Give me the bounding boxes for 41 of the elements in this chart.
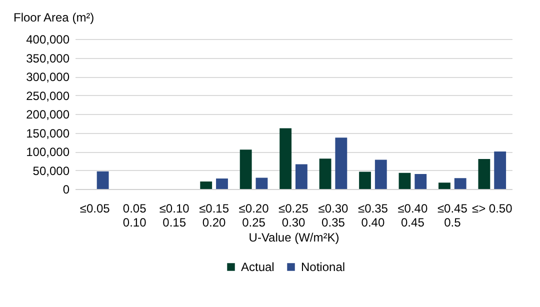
bar xyxy=(359,172,371,189)
y-tick-label: 50,000 xyxy=(32,164,70,178)
legend-label: Notional xyxy=(301,260,346,274)
y-tick-label: 100,000 xyxy=(26,145,70,159)
y-axis-title: Floor Area (m²) xyxy=(14,10,94,24)
x-tick-label: ≤0.20 0.25 xyxy=(238,202,270,230)
x-tick-label: ≤0.45 0.5 xyxy=(437,202,468,230)
bar xyxy=(454,178,466,189)
y-tick-label: 200,000 xyxy=(26,108,70,122)
x-tick-label: ≤0.15 0.20 xyxy=(199,202,230,230)
x-tick-label: ≤0.10 0.15 xyxy=(159,202,190,230)
legend-label: Actual xyxy=(241,260,274,274)
y-tick-label: 350,000 xyxy=(26,51,70,66)
y-tick-label: 300,000 xyxy=(26,70,70,84)
bar xyxy=(438,182,450,189)
x-axis-title: U-Value (W/m²K) xyxy=(248,230,340,244)
bar xyxy=(256,178,268,189)
x-tick-label: ≤0.35 0.40 xyxy=(358,202,388,230)
bar xyxy=(280,128,292,189)
x-tick-label: ≤0.30 0.35 xyxy=(318,202,349,230)
bar xyxy=(335,138,348,189)
bar xyxy=(398,172,411,189)
y-tick-label: 400,000 xyxy=(26,32,70,46)
bar xyxy=(216,178,228,189)
x-tick-label: ≤0.25 0.30 xyxy=(278,202,309,230)
x-tick-label: ≤0.40 0.45 xyxy=(398,202,428,230)
bar xyxy=(319,158,332,189)
bar xyxy=(374,160,387,189)
bar xyxy=(494,152,506,189)
y-tick-label: 250,000 xyxy=(26,88,70,103)
bar xyxy=(295,164,308,189)
x-tick-label: 0.05 0.10 xyxy=(122,202,147,230)
bar xyxy=(478,159,490,189)
bar xyxy=(414,174,427,189)
y-tick-label: 0 xyxy=(62,182,70,196)
bar xyxy=(200,182,212,189)
y-tick-label: 150,000 xyxy=(26,126,70,140)
bar xyxy=(96,171,109,189)
x-tick-label: ≤> 0.50 xyxy=(472,202,513,216)
x-tick-label: ≤0.05 xyxy=(80,202,110,216)
bar xyxy=(240,150,252,189)
